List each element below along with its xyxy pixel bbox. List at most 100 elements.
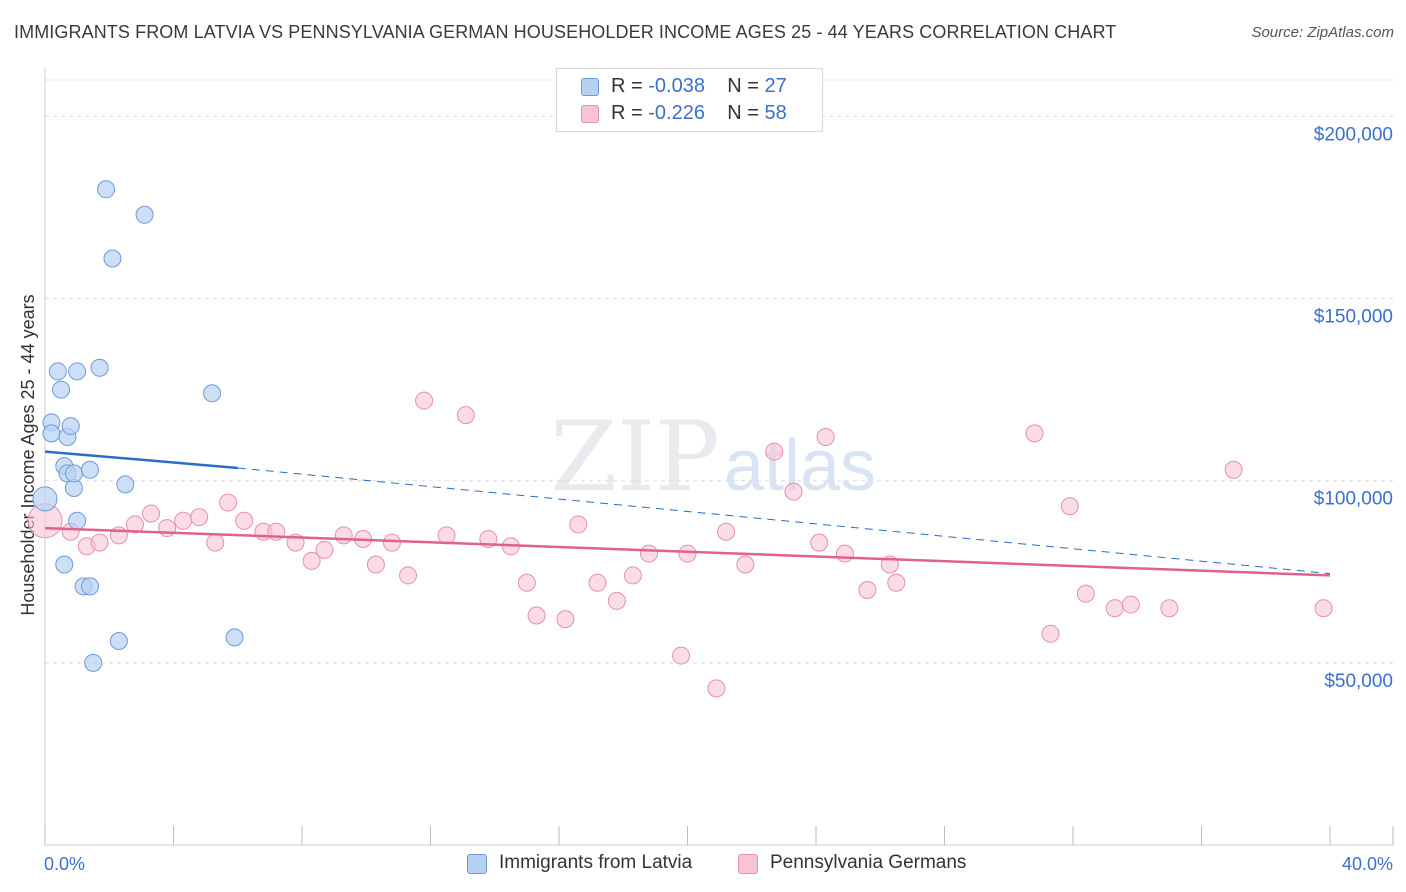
latvia-point	[55, 555, 74, 574]
stats-legend: R = -0.038 N = 27 R = -0.226 N = 58	[556, 68, 823, 132]
latvia-point	[32, 486, 58, 512]
latvia-point	[135, 205, 154, 224]
r-label: R =	[611, 102, 643, 124]
n-value: 27	[764, 75, 787, 97]
watermark-zip: ZIP	[550, 401, 719, 513]
pennsylvania-germans-point	[835, 544, 854, 563]
y-tick-label: $200,000	[1314, 124, 1393, 145]
pennsylvania-germans-point	[315, 540, 334, 559]
y-axis-label: Householder Income Ages 25 - 44 years	[18, 294, 38, 615]
pennsylvania-germans-point	[399, 566, 418, 585]
pennsylvania-germans-point	[707, 679, 726, 698]
latvia-point	[80, 577, 99, 596]
pennsylvania-germans-point	[366, 555, 385, 574]
series-legend: Immigrants from Latvia Pennsylvania Germ…	[0, 852, 1406, 878]
pennsylvania-germans-point	[639, 544, 658, 563]
pennsylvania-germans-point	[858, 581, 877, 599]
pennsylvania-germans-point	[334, 526, 353, 545]
pennsylvania-germans-point	[765, 442, 784, 461]
pennsylvania-germans-point	[887, 573, 906, 592]
chart-title: IMMIGRANTS FROM LATVIA VS PENNSYLVANIA G…	[14, 22, 1117, 42]
pennsylvania-germans-trend-line	[44, 526, 1331, 577]
latvia-point	[84, 653, 103, 672]
pennsylvania-germans-point	[90, 533, 109, 552]
pennsylvania-germans-point	[190, 508, 209, 527]
pennsylvania-germans-point	[1076, 584, 1095, 603]
pennsylvania-germans-point	[1224, 460, 1243, 479]
latvia-trend-line	[44, 450, 238, 470]
pennsylvania-germans-swatch	[738, 854, 758, 874]
n-label: N =	[727, 75, 759, 97]
latvia-swatch	[467, 854, 487, 874]
pennsylvania-germans-point	[784, 482, 803, 501]
pennsylvania-germans-point	[517, 573, 536, 592]
pennsylvania-germans-point	[174, 511, 193, 530]
pennsylvania-germans-point	[219, 493, 238, 512]
y-tick-labels: $50,000 $100,000 $150,000 $200,000	[1314, 124, 1393, 691]
latvia-point	[64, 464, 83, 483]
latvia-point	[109, 632, 128, 650]
pennsylvania-germans-point	[607, 591, 626, 610]
pennsylvania-germans-point	[810, 533, 829, 552]
r-value: -0.038	[648, 75, 705, 97]
pennsylvania-germans-point	[1041, 624, 1060, 643]
y-tick-label: $150,000	[1314, 307, 1393, 328]
pennsylvania-germans-point	[556, 610, 575, 629]
latvia-point	[52, 380, 71, 399]
n-label: N =	[727, 102, 759, 124]
x-tick-label-min: 0.0%	[44, 854, 85, 874]
pennsylvania-germans-point	[588, 573, 607, 592]
pennsylvania-germans-point	[717, 522, 736, 541]
pennsylvania-germans-point	[437, 526, 456, 545]
latvia-point	[116, 475, 135, 494]
latvia-point	[203, 384, 222, 403]
r-value: -0.226	[648, 102, 705, 124]
stats-text: R = -0.226 N = 58	[611, 102, 787, 125]
pennsylvania-germans-point	[816, 428, 835, 446]
latvia-point	[97, 180, 116, 199]
pennsylvania-germans-point	[382, 533, 401, 552]
latvia-point	[48, 362, 67, 381]
pennsylvania-germans-point	[415, 391, 434, 410]
latvia-swatch	[581, 78, 599, 96]
series-pennsylvania-germans-points	[27, 391, 1333, 698]
y-tick-label: $50,000	[1324, 671, 1393, 692]
pennsylvania-germans-point	[142, 504, 161, 523]
r-label: R =	[611, 75, 643, 97]
series-latvia-points	[32, 180, 244, 672]
watermark: ZIP atlas	[550, 401, 876, 513]
latvia-point	[90, 358, 109, 377]
n-value: 58	[764, 102, 787, 124]
legend-label: Immigrants from Latvia	[499, 852, 693, 873]
grid-lines	[45, 79, 1395, 664]
pennsylvania-germans-point	[736, 555, 755, 574]
pennsylvania-germans-point	[1160, 599, 1179, 618]
stats-text: R = -0.038 N = 27	[611, 75, 787, 98]
pennsylvania-germans-point	[235, 511, 254, 530]
pennsylvania-germans-point	[1025, 424, 1044, 443]
latvia-point	[61, 417, 80, 436]
pennsylvania-germans-point	[456, 406, 475, 425]
source-credit: Source: ZipAtlas.com	[1251, 24, 1394, 41]
latvia-trend-line-extension	[237, 467, 1331, 575]
axes	[44, 68, 1394, 846]
pennsylvania-germans-point	[125, 515, 144, 534]
pennsylvania-germans-point	[569, 515, 588, 534]
pennsylvania-germans-point	[206, 533, 225, 552]
latvia-point	[42, 424, 61, 443]
pennsylvania-germans-point	[527, 606, 546, 625]
legend-label: Pennsylvania Germans	[770, 852, 967, 873]
pennsylvania-germans-point	[302, 551, 321, 570]
pennsylvania-germans-point	[672, 646, 691, 665]
pennsylvania-germans-point	[1314, 599, 1333, 618]
latvia-point	[68, 511, 87, 530]
latvia-point	[225, 628, 244, 647]
y-tick-label: $100,000	[1314, 489, 1393, 510]
x-tick-label-max: 40.0%	[1342, 854, 1393, 874]
latvia-point	[103, 249, 122, 268]
trend-lines	[44, 450, 1331, 577]
pennsylvania-germans-point	[623, 566, 642, 585]
pennsylvania-germans-point	[1060, 497, 1079, 516]
pennsylvania-germans-point	[1105, 599, 1124, 618]
